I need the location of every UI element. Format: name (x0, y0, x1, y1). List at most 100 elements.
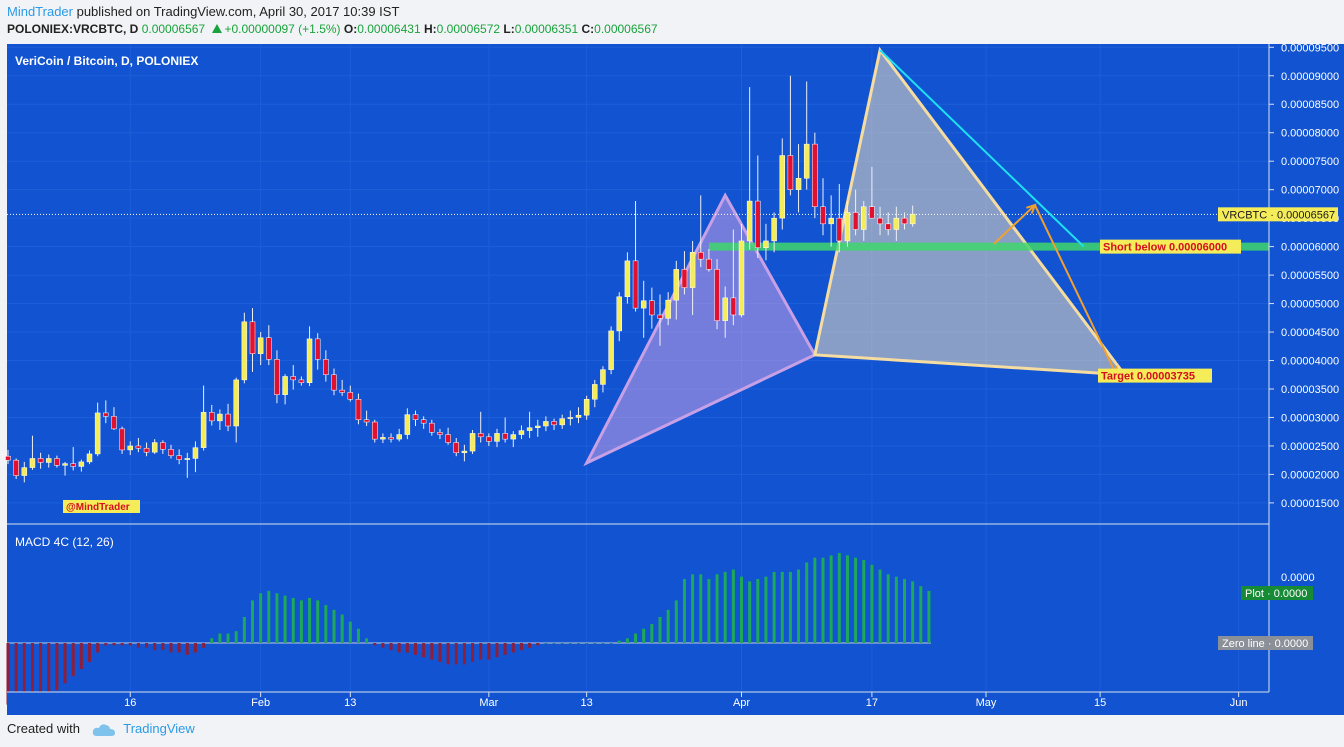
symbol-price-tag-box (1218, 207, 1338, 222)
candle-down (730, 297, 737, 316)
candle-down (37, 458, 44, 463)
macd-bar-negative (414, 643, 417, 655)
candle-down (339, 389, 345, 393)
candle-down (225, 413, 231, 427)
candle-up (21, 467, 28, 476)
candle-up (200, 412, 207, 448)
y-tick-label: 0.00009000 (1281, 71, 1339, 83)
left-triangle-pattern (583, 192, 817, 467)
macd-bar-negative (96, 643, 100, 653)
macd-bar-positive (226, 633, 230, 643)
candle-down (314, 338, 321, 360)
macd-bar-positive (927, 590, 931, 643)
candle-up (151, 442, 158, 453)
macd-bar-positive (707, 579, 711, 643)
candle-down (437, 432, 443, 435)
plot-tag: Plot · 0.0000 (1245, 588, 1307, 600)
chart-labels: VRCBTC · 0.00006567 Plot · 0.0000 Zero lin… (63, 207, 1338, 650)
macd-bar-positive (845, 555, 849, 643)
candle-down (649, 300, 655, 316)
candle-up (192, 447, 199, 459)
projection-arrow-down (1033, 204, 1118, 376)
macd-bar-positive (617, 640, 621, 643)
support-band (708, 242, 1269, 251)
x-tick-label: Mar (479, 697, 498, 709)
candle-down (135, 445, 142, 449)
candle-down (877, 217, 883, 225)
candle-down (160, 442, 166, 450)
macd-bar-negative (430, 643, 434, 660)
macd-bar-negative (185, 643, 189, 655)
pattern-lines-layer (879, 49, 1118, 377)
macd-bar-negative (128, 643, 132, 646)
macd-bar-negative (405, 643, 409, 653)
candle-up (738, 240, 745, 316)
candle-up (404, 414, 411, 435)
candle-down (869, 206, 875, 219)
candle-down (143, 447, 150, 453)
macd-bar-negative (153, 643, 157, 651)
macd-bar-positive (308, 597, 312, 643)
macd-bar-positive (821, 557, 825, 643)
candle-down (787, 155, 794, 190)
macd-bar-negative (503, 643, 507, 655)
candle-down (714, 269, 720, 321)
macd-bar-negative (14, 643, 18, 707)
macd-bar-positive (699, 574, 703, 643)
candle-down (812, 143, 818, 208)
macd-bar-negative (422, 643, 426, 658)
x-tick-label: Apr (733, 697, 750, 709)
time-axis[interactable] (7, 692, 1344, 715)
macd-bar-positive (609, 643, 613, 644)
candle-down (347, 392, 354, 400)
x-tick-label: 16 (124, 697, 136, 709)
macd-bar-positive (251, 600, 254, 643)
candle-down (852, 212, 859, 230)
high-label: H: (423, 22, 437, 36)
candle-up (518, 430, 525, 435)
macd-bar-positive (894, 576, 898, 643)
candle-up (600, 369, 606, 385)
candle-down (119, 428, 125, 451)
macd-bar-positive (715, 574, 719, 643)
open-value: 0.00006431 (357, 22, 421, 36)
candle-up (909, 213, 916, 225)
symbol-header: POLONIEX:VRCBTC, D 0.00006567 +0.0000009… (7, 22, 658, 36)
macd-bar-negative (519, 643, 523, 651)
price-axis[interactable] (1269, 44, 1344, 692)
macd-bar-positive (242, 616, 246, 643)
candle-up (795, 178, 802, 190)
candle-up (616, 296, 622, 332)
macd-bar-negative (47, 643, 51, 696)
macd-bar-negative (479, 643, 483, 660)
candle-down (885, 223, 891, 230)
candle-up (282, 376, 288, 395)
macd-bar-positive (365, 638, 369, 643)
y-tick-label: 0.00007500 (1281, 156, 1339, 168)
macd-bar-negative (120, 643, 124, 646)
macd-bar-positive (267, 590, 271, 643)
low-value: 0.00006351 (514, 22, 579, 36)
tradingview-brand-link[interactable]: TradingView (123, 721, 195, 736)
macd-bar-positive (634, 633, 638, 643)
macd-bar-negative (71, 643, 75, 677)
candle-down (706, 258, 712, 270)
macd-bar-negative (202, 643, 206, 648)
macd-bar-negative (88, 643, 91, 662)
macd-bar-positive (903, 579, 906, 643)
macd-bar-positive (218, 633, 222, 643)
macd-bar-positive (854, 557, 858, 643)
candle-up (380, 437, 386, 440)
macd-bar-negative (136, 643, 140, 648)
macd-bar-positive (886, 574, 890, 643)
candle-up (803, 143, 810, 179)
macd-bar-positive (748, 581, 752, 643)
candle-down (103, 412, 109, 417)
macd-bar-positive (560, 643, 564, 644)
candle-up (624, 260, 631, 297)
macd-bar-positive (625, 638, 629, 643)
author-link[interactable]: MindTrader (7, 4, 73, 19)
y-tick-label: 0.00001500 (1281, 498, 1339, 510)
candle-up (771, 217, 777, 242)
